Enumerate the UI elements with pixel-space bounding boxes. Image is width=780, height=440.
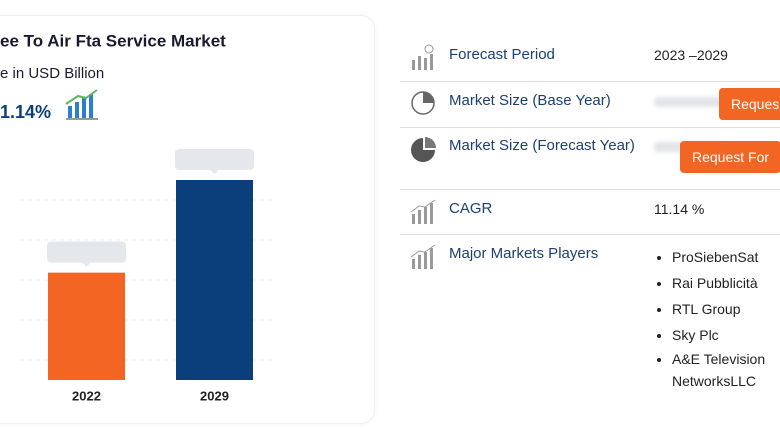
separator	[400, 234, 780, 235]
chart-title: ee To Air Fta Service Market	[0, 31, 226, 50]
icon	[409, 136, 437, 169]
row-label: CAGR	[449, 200, 493, 217]
x-tick-label: 2029	[200, 388, 229, 403]
player: A&E Television NetworksLLC	[672, 348, 780, 392]
x-tick-label: 2022	[72, 388, 101, 403]
bar	[48, 272, 125, 380]
bar	[176, 180, 253, 380]
separator	[400, 127, 780, 128]
player: ProSiebenSat	[672, 244, 780, 270]
icon	[409, 198, 437, 231]
row-label: Market Size (Base Year)	[449, 92, 611, 109]
player-list: ProSiebenSat Rai Pubblicità RTL Group Sk…	[654, 244, 780, 392]
row-label: Major Markets Players	[449, 245, 599, 262]
request-button[interactable]: Request For	[680, 141, 780, 173]
icon	[409, 243, 437, 276]
value-placeholder	[175, 149, 254, 170]
chart-subtitle: e in USD Billion	[0, 65, 104, 82]
request-button[interactable]: Reques	[719, 88, 780, 120]
chart-card	[0, 15, 375, 424]
icon	[409, 89, 437, 122]
placeholder-pointer	[82, 262, 91, 267]
row-value: 11.14 %	[654, 201, 705, 217]
separator	[400, 81, 780, 82]
cagr-label: 1.14%	[0, 102, 51, 122]
chart: ee To Air Fta Service Market e in USD Bi…	[0, 31, 278, 403]
blurred-value	[654, 97, 724, 107]
row-value: 2023 –2029	[654, 47, 728, 63]
row-label: Market Size (Forecast Year)	[449, 137, 635, 154]
growth-icon	[65, 89, 98, 120]
placeholder-pointer	[210, 170, 219, 174]
player: RTL Group	[672, 296, 780, 322]
player: Sky Plc	[672, 322, 780, 348]
icon	[409, 44, 437, 77]
separator	[400, 189, 780, 190]
player: Rai Pubblicità	[672, 270, 780, 296]
value-placeholder	[47, 241, 126, 263]
row-label: Forecast Period	[449, 46, 555, 63]
